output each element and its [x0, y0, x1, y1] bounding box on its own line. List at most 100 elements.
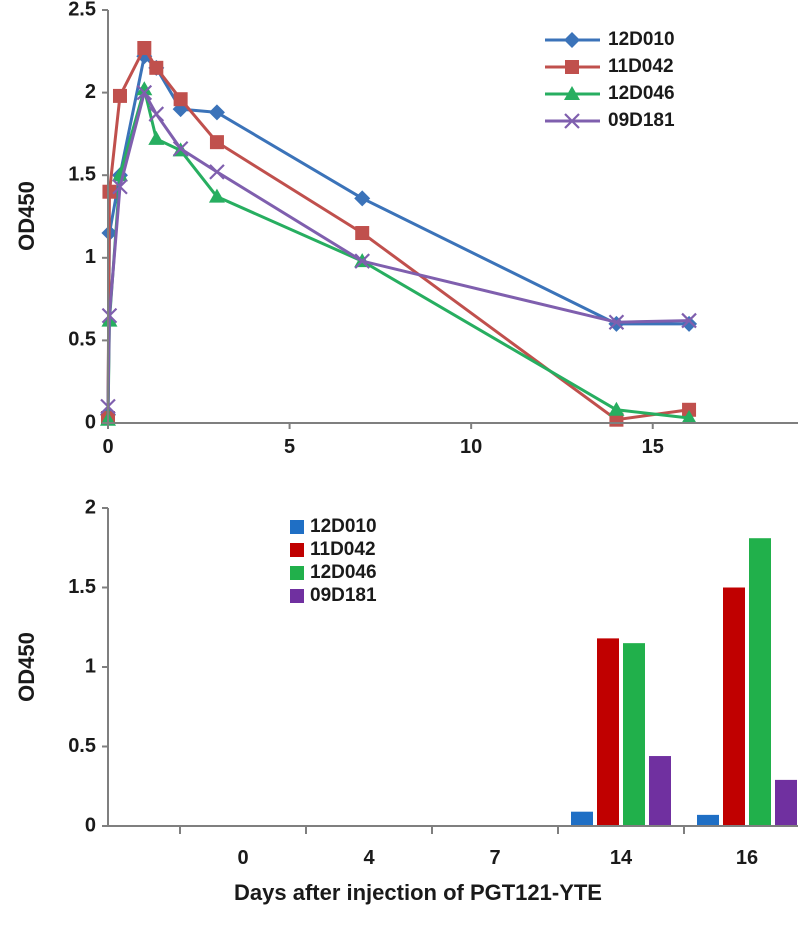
bar-11d042-day-14 — [597, 638, 619, 826]
data-point — [136, 84, 153, 101]
y-tick-label: 0.5 — [68, 735, 96, 757]
legend-swatch — [290, 543, 304, 557]
series-line-09d181 — [106, 91, 690, 407]
data-point — [172, 140, 189, 157]
bar-09d181-day-14 — [649, 756, 671, 826]
data-point — [355, 226, 370, 241]
data-point — [608, 314, 625, 331]
series-12d010 — [100, 48, 698, 423]
legend-marker — [565, 60, 579, 74]
data-point — [148, 130, 165, 145]
bar-12d046-day-16 — [749, 538, 771, 826]
bar-series-group — [571, 538, 797, 826]
y-tick-label: 0 — [85, 411, 96, 433]
data-point — [209, 135, 224, 150]
data-point — [209, 164, 225, 180]
legend-item-09d181: 09D181 — [545, 110, 675, 131]
x-tick-label: 0 — [237, 847, 248, 869]
data-point — [112, 88, 127, 103]
legend-item-11d042: 11D042 — [290, 539, 376, 560]
legend-label: 12D010 — [608, 29, 675, 50]
data-point — [681, 315, 698, 332]
bar-12d046-day-14 — [623, 643, 645, 826]
data-point — [149, 60, 164, 75]
line-series-group — [100, 40, 698, 427]
data-point — [608, 401, 625, 416]
data-point — [681, 312, 697, 329]
series-12d046 — [100, 81, 698, 426]
line-chart-y-axis-title: OD450 — [14, 181, 39, 251]
x-tick-label: 10 — [460, 436, 482, 458]
x-tick-label: 4 — [363, 847, 375, 869]
bar-12d010-day-14 — [571, 811, 593, 826]
bar-chart-x-axis-title: Days after injection of PGT121-YTE — [234, 880, 602, 905]
legend-item-12d046: 12D046 — [545, 83, 675, 104]
legend-label: 11D042 — [608, 56, 674, 77]
legend-label: 12D010 — [310, 516, 377, 537]
legend-label: 11D042 — [310, 539, 376, 560]
data-point — [102, 184, 117, 199]
data-point — [173, 92, 188, 107]
y-tick-label: 0 — [85, 814, 96, 836]
x-tick-label: 16 — [736, 847, 758, 869]
y-tick-label: 1 — [85, 246, 96, 268]
series-line-12d046 — [106, 87, 690, 420]
legend-marker — [564, 86, 580, 100]
line-chart: 00.511.522.5 0 5 10 15 OD450 12D01011D04212… — [14, 0, 798, 458]
data-point — [608, 315, 625, 332]
bar-12d010-day-16 — [697, 814, 719, 826]
line-chart-y-ticks: 0 0.5 1 1.5 2 2.5 — [68, 0, 108, 433]
legend-item-11d042: 11D042 — [545, 56, 674, 77]
data-point — [137, 40, 152, 55]
legend-label: 12D046 — [608, 83, 675, 104]
y-tick-label: 1.5 — [68, 576, 96, 598]
legend-item-12d010: 12D010 — [545, 29, 675, 50]
legend-label: 09D181 — [310, 585, 377, 606]
legend-swatch — [290, 589, 304, 603]
legend-swatch — [290, 520, 304, 534]
x-tick-label: 7 — [489, 847, 500, 869]
x-tick-label: 14 — [610, 847, 633, 869]
bar-chart-y-ticks: 0 0.5 1 1.5 2 — [68, 496, 108, 836]
bar-11d042-day-16 — [723, 587, 745, 826]
line-chart-legend: 12D010 11D042 12D046 09D181 — [545, 29, 675, 131]
legend-item-12d010: 12D010 — [290, 516, 377, 537]
y-tick-label: 1 — [85, 655, 96, 677]
legend-marker — [564, 32, 580, 48]
legend-label: 12D046 — [310, 562, 377, 583]
data-point — [354, 190, 371, 207]
data-point — [111, 167, 128, 182]
series-line-12d010 — [106, 54, 690, 415]
bar-chart-x-ticks: 0 4 7 14 16 — [179, 826, 758, 869]
legend-label: 09D181 — [608, 110, 675, 131]
y-tick-label: 2 — [85, 81, 96, 103]
data-point — [208, 104, 225, 121]
line-chart-x-ticks: 0 5 10 15 — [102, 423, 664, 458]
data-point — [208, 188, 225, 203]
x-tick-label: 15 — [642, 436, 664, 458]
y-tick-label: 2.5 — [68, 0, 96, 20]
x-tick-label: 0 — [102, 436, 113, 458]
bar-chart-y-axis-title: OD450 — [14, 632, 39, 702]
legend-swatch — [290, 566, 304, 580]
x-tick-label: 5 — [284, 436, 295, 458]
y-tick-label: 2 — [85, 496, 96, 518]
legend-item-12d046: 12D046 — [290, 562, 377, 583]
series-09d181 — [100, 84, 697, 415]
series-line-11d042 — [106, 46, 690, 422]
legend-item-09d181: 09D181 — [290, 585, 377, 606]
y-tick-label: 1.5 — [68, 163, 96, 185]
data-point — [101, 307, 118, 324]
data-point — [354, 253, 370, 269]
data-point — [148, 106, 165, 122]
y-tick-label: 0.5 — [68, 329, 96, 351]
bar-chart: 0 0.5 1 1.5 2 0 4 7 14 16 OD450 Days after injec… — [14, 496, 798, 905]
data-point — [112, 178, 128, 195]
data-point — [682, 402, 697, 417]
legend-marker — [564, 113, 580, 129]
bar-09d181-day-16 — [775, 779, 797, 826]
series-11d042 — [101, 40, 697, 427]
data-point — [136, 81, 153, 96]
